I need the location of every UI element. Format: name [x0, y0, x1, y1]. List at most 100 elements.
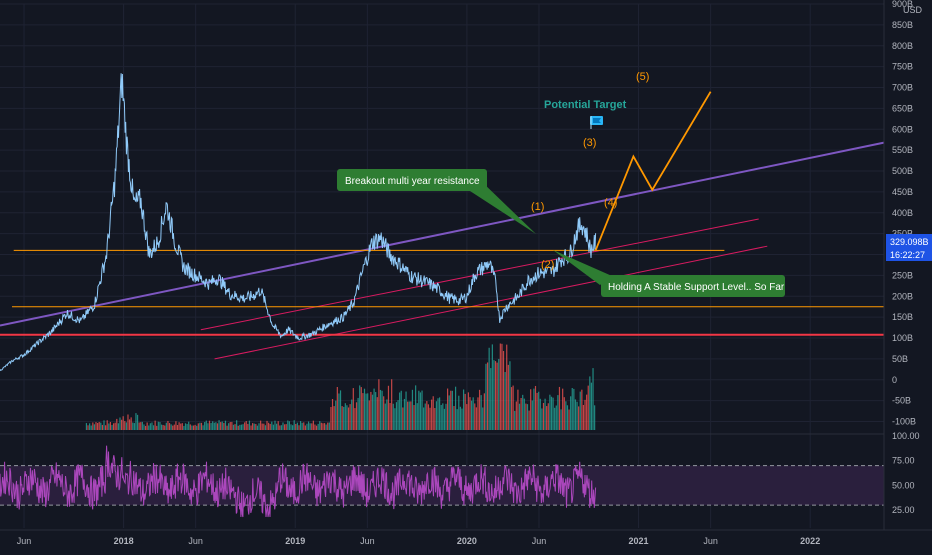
volume-bar — [119, 417, 121, 430]
volume-bar — [392, 403, 394, 430]
volume-bar — [435, 401, 438, 430]
volume-bar — [200, 422, 203, 430]
volume-bar — [470, 400, 473, 430]
trendlines — [0, 141, 885, 360]
volume-bar — [499, 343, 501, 430]
y-tick-label: 800B — [892, 41, 913, 51]
volume-bar — [93, 424, 96, 430]
volume-bar — [244, 422, 246, 430]
callout-support-text: Holding A Stable Support Level.. So Far — [608, 282, 785, 293]
volume-bar — [418, 390, 420, 430]
volume-bar — [558, 386, 561, 430]
volume-bar — [376, 397, 378, 430]
volume-bar — [517, 389, 519, 430]
volume-bar — [101, 424, 104, 430]
volume-bar — [474, 403, 476, 430]
volume-bar — [573, 388, 575, 430]
projection-path — [594, 91, 712, 251]
volume-bar — [245, 421, 247, 430]
volume-bar — [167, 420, 169, 430]
lower-channel — [214, 245, 768, 360]
callout-support[interactable]: Holding A Stable Support Level.. So Far — [553, 250, 785, 297]
volume-bar — [162, 424, 164, 430]
volume-bar — [494, 361, 497, 430]
volume-bar — [124, 421, 126, 430]
callout-breakout[interactable]: Breakout multi year resistance — [337, 169, 536, 234]
volume-bar — [410, 401, 412, 430]
volume-bar — [269, 423, 271, 430]
volume-bar — [122, 416, 124, 430]
volume-bar — [333, 406, 335, 430]
volume-bar — [236, 420, 238, 430]
volume-bar — [328, 422, 330, 430]
volume-bar — [552, 397, 554, 430]
volume-bar — [311, 423, 313, 430]
volume-bar — [496, 362, 498, 430]
volume-bar — [359, 385, 361, 430]
volume-bar — [445, 403, 447, 430]
y-tick-label: -100B — [892, 417, 916, 427]
volume-bar — [336, 387, 338, 430]
volume-bar — [250, 425, 252, 430]
volume-bar — [352, 388, 354, 430]
volume-bar — [568, 409, 570, 430]
volume-bar — [339, 390, 342, 430]
x-axis[interactable]: Jun 2018 Jun 2019 Jun 2020 Jun 2021 Jun 2022 — [0, 529, 932, 546]
volume-bar — [95, 422, 97, 430]
x-tick-label: 2018 — [114, 536, 134, 546]
volume-bar — [584, 399, 586, 430]
volume-bar — [260, 420, 262, 430]
volume-bar — [331, 398, 334, 430]
volume-bar — [132, 422, 134, 430]
volume-bar — [408, 401, 410, 430]
volume-bar — [587, 385, 589, 430]
volume-bar — [191, 425, 193, 430]
volume-bar — [549, 394, 551, 430]
volume-bar — [341, 406, 343, 430]
volume-bar — [354, 408, 356, 430]
volume-bar — [586, 394, 588, 430]
volume-bar — [128, 419, 131, 430]
volume-bar — [439, 397, 441, 430]
volume-bar — [480, 395, 482, 430]
countdown-text: 16:22:27 — [890, 250, 925, 260]
volume-bar — [383, 396, 385, 430]
volume-bar — [563, 397, 565, 430]
volume-bar — [357, 397, 359, 430]
rsi-line — [0, 445, 597, 518]
y-tick-label: 600B — [892, 124, 913, 134]
volume-bar — [355, 402, 358, 430]
volume-bar — [296, 422, 298, 430]
volume-bar — [437, 398, 439, 430]
volume-bar — [547, 403, 549, 430]
volume-bar — [97, 423, 99, 430]
volume-bar — [307, 421, 310, 430]
volume-bar — [231, 421, 233, 430]
volume-bar — [215, 422, 217, 430]
volume-bar — [199, 422, 201, 430]
volume-bar — [373, 388, 375, 430]
volume-bar — [447, 388, 449, 430]
rsi-y-axis[interactable]: 100.00 75.00 50.00 25.00 — [892, 431, 920, 515]
volume-bar — [178, 422, 180, 430]
upper-channel — [200, 218, 759, 331]
volume-bar — [459, 406, 461, 430]
volume-bar — [520, 398, 522, 430]
volume-bar — [117, 423, 119, 430]
x-tick-label: 2020 — [457, 536, 477, 546]
price-series — [0, 73, 597, 372]
flag-icon — [590, 116, 603, 129]
volume-histogram — [85, 343, 596, 430]
volume-bar — [590, 382, 593, 430]
volume-bar — [349, 404, 351, 430]
volume-bar — [224, 420, 227, 430]
potential-target-label: Potential Target — [544, 99, 627, 111]
volume-bar — [218, 420, 220, 430]
volume-bar — [491, 344, 493, 430]
current-price-badge: 329.098B — [886, 234, 932, 248]
volume-bar — [472, 397, 474, 430]
volume-bar — [282, 422, 284, 430]
volume-bar — [347, 407, 350, 430]
volume-bar — [346, 405, 348, 430]
